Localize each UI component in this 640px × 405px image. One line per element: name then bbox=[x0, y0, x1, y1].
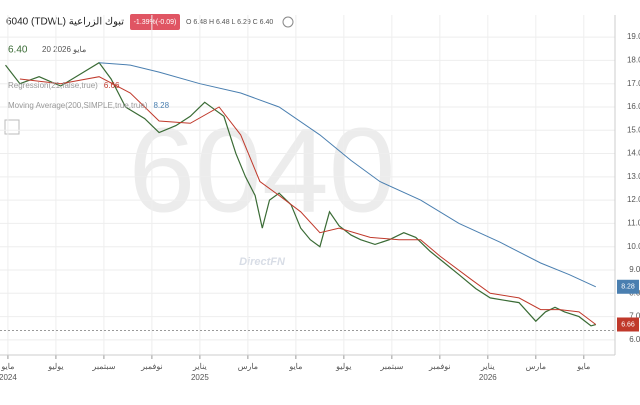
x-tick-label: يوليو bbox=[47, 362, 63, 371]
price-tag-label: 8.28 bbox=[621, 284, 635, 291]
price-tag bbox=[617, 317, 639, 332]
x-tick-label: يناير bbox=[480, 362, 495, 371]
legend-value: 6.66 bbox=[104, 81, 120, 90]
chart-title: 6040 (TDWL) تبوك الزراعية bbox=[6, 17, 124, 28]
last-price: 6.40 bbox=[8, 45, 28, 56]
y-tick-label: 6.00 bbox=[629, 335, 640, 344]
ohlc: O 6.48 H 6.48 L 6.29 C 6.40 bbox=[186, 19, 273, 26]
legend-label: Regression(21,false,true) bbox=[8, 81, 98, 90]
price-tag bbox=[617, 279, 639, 294]
series-line bbox=[5, 61, 596, 327]
change-badge: -1.39%(-0.09) bbox=[134, 19, 177, 26]
x-tick-label: مارس bbox=[526, 362, 546, 371]
last-date: 20 مايو 2026 bbox=[42, 45, 86, 54]
x-tick-label: مايو bbox=[0, 362, 14, 371]
y-tick-label: 7.00 bbox=[629, 312, 640, 321]
year-label: 2025 bbox=[191, 373, 209, 382]
y-tick-label: 13.00 bbox=[627, 172, 640, 181]
year-label: 2026 bbox=[479, 373, 497, 382]
y-tick-label: 12.00 bbox=[627, 195, 640, 204]
series-line bbox=[99, 62, 597, 288]
x-tick-label: مايو bbox=[576, 362, 590, 371]
watermark: 6040 bbox=[129, 104, 396, 238]
x-tick-label: سبتمبر bbox=[379, 362, 403, 371]
x-tick-label: مارس bbox=[238, 362, 258, 371]
change-badge-bg bbox=[130, 14, 180, 30]
x-tick-label: مايو bbox=[288, 362, 302, 371]
y-tick-label: 17.00 bbox=[627, 79, 640, 88]
x-tick-label: يوليو bbox=[335, 362, 351, 371]
x-tick-label: سبتمبر bbox=[91, 362, 115, 371]
brand: DirectFN bbox=[239, 256, 286, 268]
y-tick-label: 16.00 bbox=[627, 102, 640, 111]
y-tick-label: 19.00 bbox=[627, 32, 640, 41]
x-tick-label: يناير bbox=[192, 362, 207, 371]
y-tick-label: 14.00 bbox=[627, 149, 640, 158]
legend-value: 8.28 bbox=[153, 101, 169, 110]
y-tick-label: 15.00 bbox=[627, 125, 640, 134]
y-tick-label: 10.00 bbox=[627, 242, 640, 251]
series-line bbox=[19, 76, 597, 325]
y-tick-label: 11.00 bbox=[627, 219, 640, 228]
y-tick-label: 18.00 bbox=[627, 56, 640, 65]
legend-label: Moving Average(200,SIMPLE,true,true) bbox=[8, 101, 148, 110]
x-tick-label: نوفمبر bbox=[140, 362, 163, 371]
y-tick-label: 9.00 bbox=[629, 265, 640, 274]
x-tick-label: نوفمبر bbox=[428, 362, 451, 371]
collapse-button[interactable] bbox=[4, 119, 20, 135]
settings-icon[interactable] bbox=[282, 16, 294, 28]
price-tag-label: 6.66 bbox=[621, 321, 635, 328]
year-label: 2024 bbox=[0, 373, 17, 382]
